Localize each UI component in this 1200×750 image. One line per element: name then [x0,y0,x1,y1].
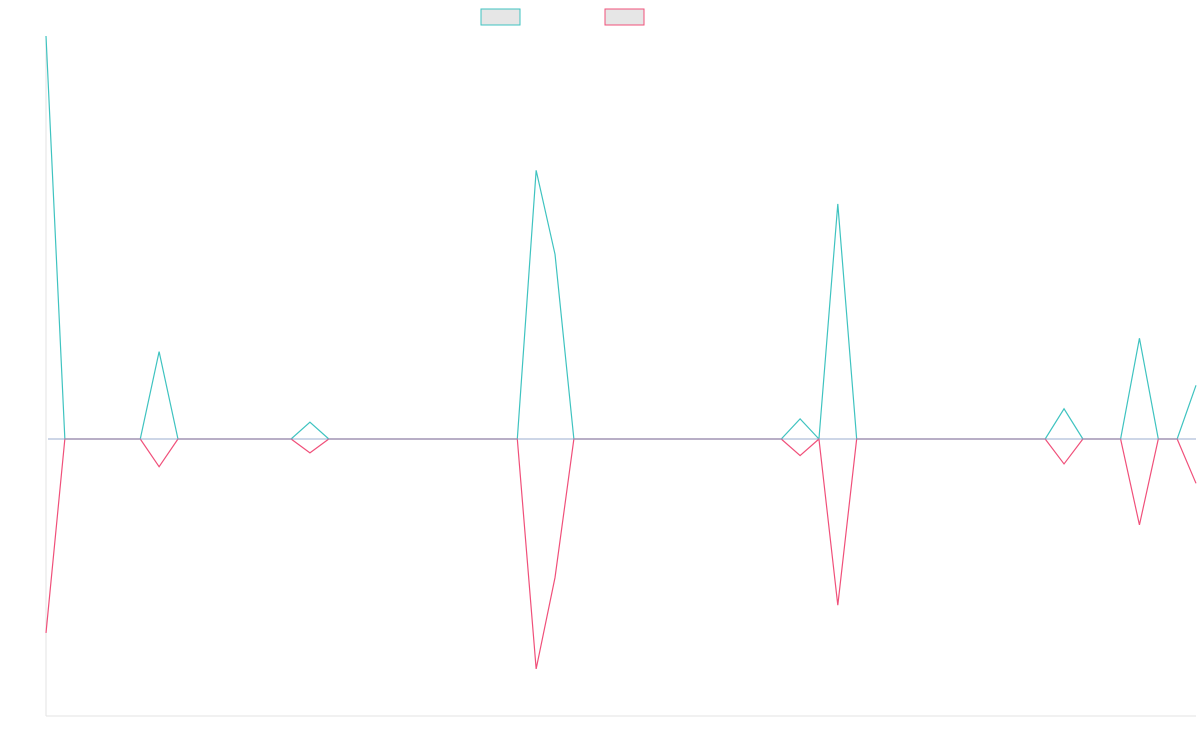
legend[interactable] [480,8,645,26]
legend-swatch-1[interactable] [480,8,521,26]
axes [45,36,1196,717]
legend-swatch-2[interactable] [604,8,645,26]
series-line-2 [45,437,1197,670]
plot-area [45,35,1197,670]
series-line-1 [45,35,1197,441]
